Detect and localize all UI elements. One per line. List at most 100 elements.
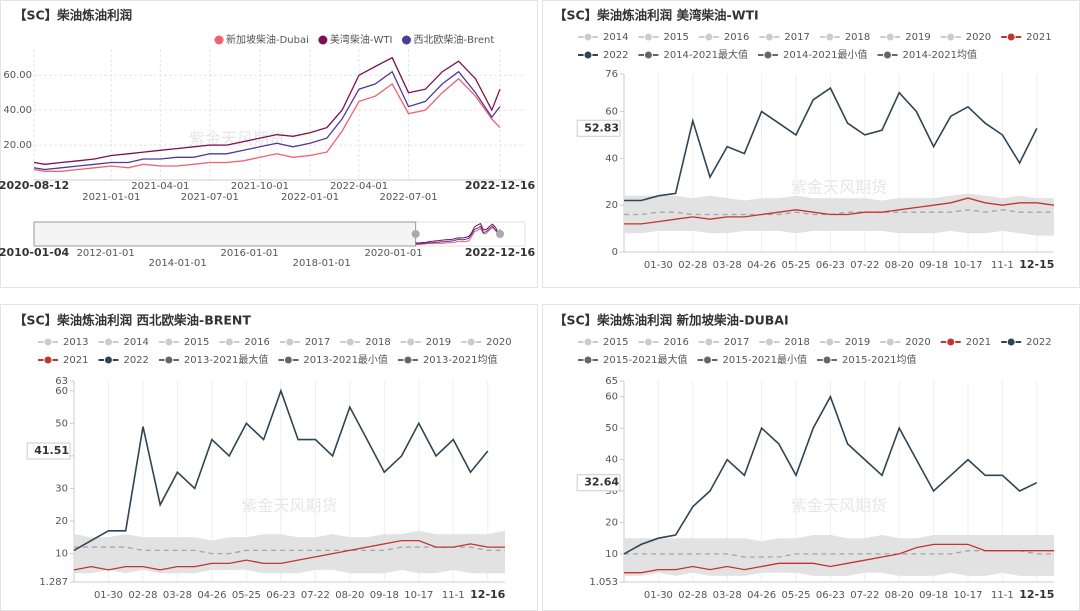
navigator-tick-label: 2016-01-01 <box>221 248 279 259</box>
legend-icon <box>103 337 113 347</box>
line <box>624 543 1054 574</box>
y-tick-label: 20 <box>605 517 618 528</box>
legend-label: 2014 <box>603 32 628 43</box>
legend-label: 2016 <box>724 32 749 43</box>
legend-icon <box>885 337 895 347</box>
legend-label: 2021 <box>63 355 88 366</box>
legend-icon <box>763 50 773 60</box>
legend-label: 2018 <box>784 337 809 348</box>
legend-icon <box>764 337 774 347</box>
legend-icon <box>882 50 892 60</box>
navigator-tick-label: 2020-01-01 <box>365 248 423 259</box>
legend-icon <box>583 32 593 42</box>
x-tick-label: 09-18 <box>919 590 948 601</box>
legend-label: 2013-2021均值 <box>423 353 498 366</box>
x-tick-label: 08-20 <box>335 590 364 601</box>
legend-label: 2021 <box>966 337 991 348</box>
x-tick-label: 2022-04-01 <box>330 181 388 192</box>
legend-label: 2015 <box>603 337 628 348</box>
x-tick-label: 06-23 <box>816 590 845 601</box>
x-tick-label: 03-28 <box>713 590 742 601</box>
x-tick-label: 07-22 <box>301 590 330 601</box>
x-tick-label: 12-15 <box>1019 258 1054 271</box>
y-tick-label: 30 <box>55 483 68 494</box>
y-tick-label: 76 <box>605 69 618 80</box>
legend-label: 2022 <box>123 355 148 366</box>
value-tag-box <box>576 119 621 137</box>
legend-icon <box>283 355 293 365</box>
x-tick-label: 10-17 <box>404 590 433 601</box>
legend-icon <box>466 337 476 347</box>
navigator-tick-label: 2022-12-16 <box>465 246 536 259</box>
x-tick-label: 07-22 <box>850 260 879 271</box>
x-tick-label: 03-28 <box>713 260 742 271</box>
x-tick-label: 2021-04-01 <box>131 181 189 192</box>
legend-icon <box>764 32 774 42</box>
watermark: 紫金天风期货 <box>189 129 285 148</box>
y-tick-label: 30 <box>605 486 618 497</box>
legend-label: 2020 <box>486 337 511 348</box>
legend-icon <box>318 35 328 45</box>
legend-icon <box>164 337 174 347</box>
value-tag: 52.83 <box>584 121 619 134</box>
navigator-line <box>415 222 501 244</box>
line <box>73 388 489 552</box>
panel <box>542 0 1080 288</box>
legend-label: 2019 <box>426 337 451 348</box>
legend-icon <box>825 337 835 347</box>
x-tick-label: 2021-07-01 <box>181 192 239 203</box>
x-tick-label: 11-1 <box>442 590 465 601</box>
x-tick-label: 02-28 <box>678 260 707 271</box>
legend-icon <box>643 32 653 42</box>
line <box>624 86 1038 202</box>
y-tick-label: 0 <box>612 247 618 258</box>
legend-label: 2015-2021最大值 <box>603 353 688 366</box>
chart-title: 【SC】柴油炼油利润 新加坡柴油-DUBAI <box>554 313 789 328</box>
legend-label: 2014-2021最大值 <box>663 48 748 61</box>
watermark: 紫金天风期货 <box>791 496 887 515</box>
legend-label: 2017 <box>305 337 330 348</box>
x-tick-label: 01-30 <box>94 590 123 601</box>
legend-icon <box>703 355 713 365</box>
legend-icon <box>1006 32 1016 42</box>
line <box>33 56 501 165</box>
y-tick-label: 1.053 <box>589 577 618 588</box>
line <box>624 197 1055 225</box>
x-tick-label: 04-26 <box>747 590 776 601</box>
legend-icon <box>224 337 234 347</box>
x-tick-label: 04-26 <box>747 260 776 271</box>
legend-icon <box>403 355 413 365</box>
x-tick-label: 06-23 <box>266 590 295 601</box>
x-tick-label: 09-18 <box>919 260 948 271</box>
x-tick-label: 11-1 <box>991 260 1014 271</box>
x-tick-label: 06-23 <box>816 260 845 271</box>
y-tick-label: 10 <box>55 549 68 560</box>
legend-label: 2014 <box>123 337 148 348</box>
x-tick-label: 02-28 <box>128 590 157 601</box>
legend-label: 2019 <box>905 32 930 43</box>
legend-icon <box>164 355 174 365</box>
y-tick-label: 60 <box>605 106 618 117</box>
legend-icon <box>643 337 653 347</box>
navigator-handle[interactable] <box>411 230 420 238</box>
legend-label: 2018 <box>845 32 870 43</box>
x-tick-label: 05-25 <box>232 590 261 601</box>
x-tick-label: 03-28 <box>163 590 192 601</box>
legend-label: 2015 <box>663 32 688 43</box>
legend-icon <box>285 337 295 347</box>
legend-label: 2020 <box>905 337 930 348</box>
navigator-handle[interactable] <box>496 230 504 238</box>
x-tick-label: 12-15 <box>1019 588 1054 601</box>
legend-label: 新加坡柴油-Dubai <box>226 33 309 46</box>
legend-icon <box>406 337 416 347</box>
legend-label: 2015 <box>184 337 209 348</box>
x-tick-label: 09-18 <box>370 590 399 601</box>
y-tick-label: 40 <box>605 455 618 466</box>
y-tick-label: 10 <box>605 549 618 560</box>
legend-icon <box>885 32 895 42</box>
legend-icon <box>401 35 411 45</box>
legend-label: 2017 <box>784 32 809 43</box>
legend-icon <box>43 355 53 365</box>
x-tick-label: 04-26 <box>197 590 226 601</box>
y-tick-label: 40.00 <box>3 105 32 116</box>
